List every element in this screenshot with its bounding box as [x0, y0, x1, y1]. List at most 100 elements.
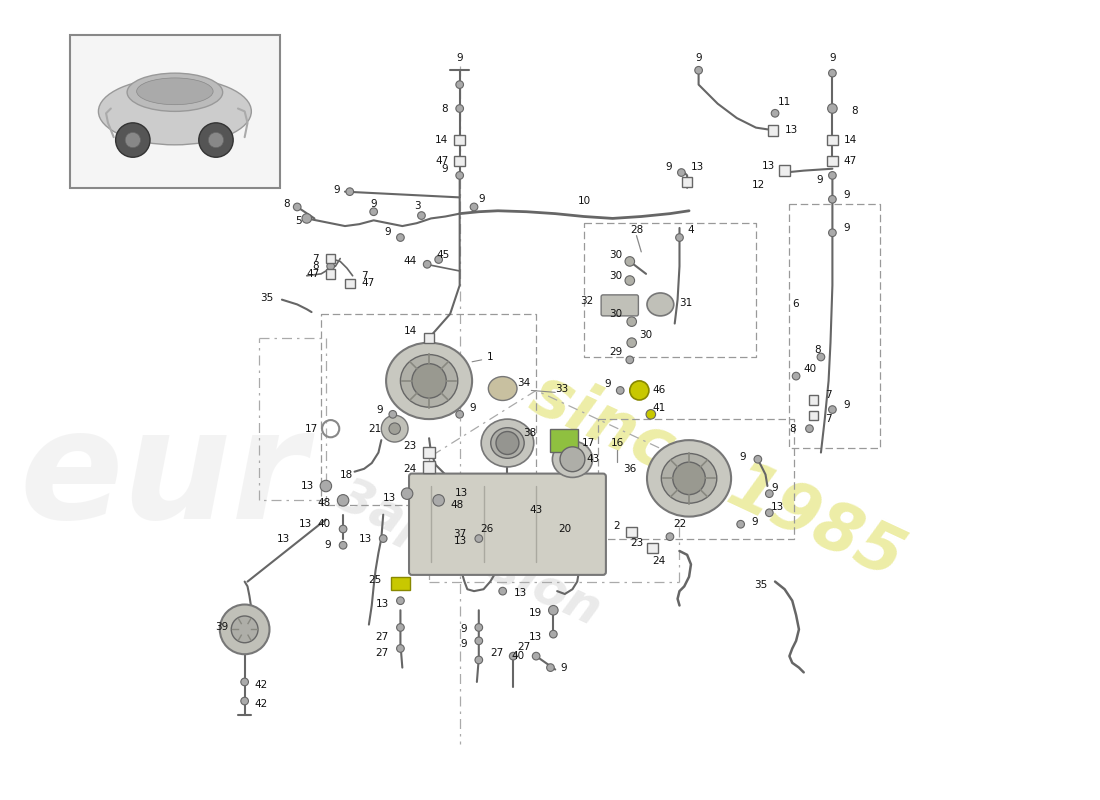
Ellipse shape — [661, 454, 717, 503]
Circle shape — [475, 624, 483, 631]
Circle shape — [433, 494, 444, 506]
Text: 9: 9 — [470, 402, 476, 413]
Text: 9: 9 — [844, 190, 850, 199]
Text: 5: 5 — [296, 216, 303, 226]
Text: 9: 9 — [666, 162, 672, 172]
Bar — [648, 543, 658, 554]
Text: 25: 25 — [368, 574, 382, 585]
Circle shape — [627, 317, 637, 326]
Text: 3: 3 — [414, 201, 420, 211]
Text: 3apassion: 3apassion — [330, 471, 608, 635]
Circle shape — [695, 66, 703, 74]
Bar — [808, 410, 818, 420]
Circle shape — [646, 410, 656, 419]
Text: 9: 9 — [461, 638, 468, 649]
Text: 40: 40 — [318, 519, 331, 530]
Circle shape — [625, 257, 635, 266]
Text: 13: 13 — [784, 126, 798, 135]
Ellipse shape — [128, 73, 222, 111]
Circle shape — [411, 364, 447, 398]
Text: 18: 18 — [340, 470, 353, 479]
Text: 40: 40 — [804, 365, 817, 374]
Circle shape — [327, 262, 334, 270]
Circle shape — [737, 521, 745, 528]
Text: 9: 9 — [441, 164, 448, 174]
Text: 35: 35 — [260, 293, 273, 302]
Circle shape — [792, 372, 800, 380]
Text: 13: 13 — [383, 494, 396, 503]
Circle shape — [397, 624, 404, 631]
Circle shape — [470, 203, 477, 210]
Text: 24: 24 — [404, 464, 417, 474]
Circle shape — [475, 656, 483, 664]
Circle shape — [397, 597, 404, 605]
Text: 13: 13 — [359, 534, 372, 543]
Text: 16: 16 — [610, 438, 624, 448]
Bar — [808, 395, 818, 405]
Circle shape — [675, 234, 683, 242]
Text: 36: 36 — [624, 464, 637, 474]
Text: 9: 9 — [461, 624, 468, 634]
Text: 1: 1 — [486, 352, 493, 362]
Circle shape — [673, 462, 705, 494]
Text: 9: 9 — [751, 518, 758, 527]
Circle shape — [827, 104, 837, 114]
Text: 8: 8 — [283, 199, 289, 209]
Text: 9: 9 — [324, 540, 331, 550]
Ellipse shape — [552, 441, 593, 478]
Text: 9: 9 — [816, 175, 823, 185]
Text: 8: 8 — [851, 106, 858, 116]
Text: 30: 30 — [609, 309, 623, 319]
Circle shape — [667, 533, 674, 541]
Circle shape — [370, 208, 377, 215]
Text: 9: 9 — [384, 226, 390, 237]
Circle shape — [496, 431, 519, 454]
Text: 9: 9 — [695, 53, 702, 63]
Text: 43: 43 — [529, 505, 542, 515]
Text: 13: 13 — [299, 519, 312, 530]
Text: 14: 14 — [404, 326, 417, 336]
Bar — [326, 254, 336, 263]
Text: 13: 13 — [376, 598, 389, 609]
Circle shape — [828, 229, 836, 237]
FancyBboxPatch shape — [601, 295, 638, 316]
Text: 13: 13 — [529, 632, 542, 642]
Text: 47: 47 — [844, 156, 857, 166]
Text: 47: 47 — [434, 156, 448, 166]
Text: eur: eur — [20, 402, 307, 551]
Circle shape — [434, 256, 442, 263]
Bar — [390, 577, 410, 590]
Text: 42: 42 — [254, 680, 267, 690]
Text: 30: 30 — [609, 250, 623, 260]
Text: 9: 9 — [604, 378, 611, 389]
Bar — [424, 333, 434, 343]
Text: 42: 42 — [254, 699, 267, 709]
Text: 28: 28 — [630, 225, 644, 235]
Ellipse shape — [491, 428, 525, 458]
Text: 31: 31 — [680, 298, 693, 307]
Circle shape — [754, 455, 761, 463]
Circle shape — [549, 606, 558, 615]
Text: 9: 9 — [771, 483, 778, 493]
Ellipse shape — [647, 293, 674, 316]
Bar — [827, 134, 838, 146]
Text: 27: 27 — [491, 648, 504, 658]
Text: 23: 23 — [404, 441, 417, 451]
Text: 14: 14 — [434, 135, 448, 145]
Text: 29: 29 — [609, 347, 623, 358]
Circle shape — [339, 525, 346, 533]
Text: 9: 9 — [456, 53, 463, 63]
Circle shape — [418, 212, 426, 219]
Bar — [827, 156, 838, 166]
Text: 38: 38 — [522, 429, 536, 438]
Text: 9: 9 — [829, 53, 836, 63]
Circle shape — [805, 425, 813, 433]
Text: 37: 37 — [453, 529, 466, 538]
Text: 43: 43 — [586, 454, 600, 464]
Text: 44: 44 — [404, 257, 417, 266]
Text: since 1985: since 1985 — [521, 362, 914, 592]
Circle shape — [547, 664, 554, 671]
Text: 6: 6 — [792, 299, 799, 310]
Text: 13: 13 — [454, 537, 467, 546]
Circle shape — [402, 488, 412, 499]
